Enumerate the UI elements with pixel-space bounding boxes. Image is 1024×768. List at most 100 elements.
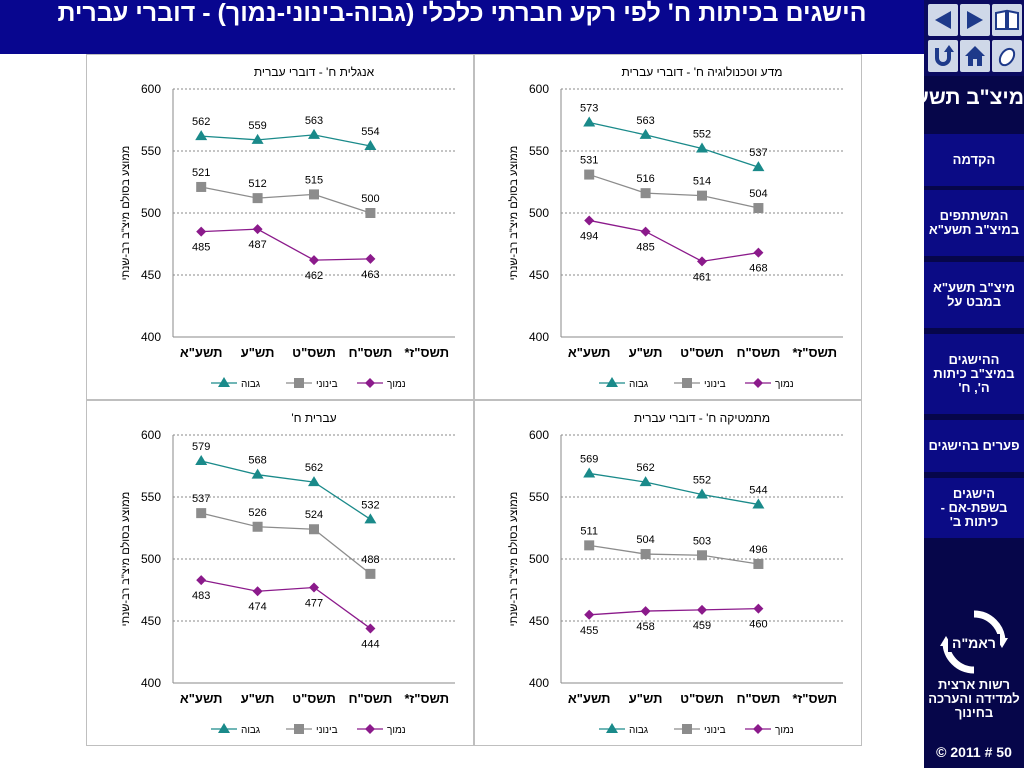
- data-point: [252, 224, 263, 235]
- back-arrow-icon[interactable]: [928, 4, 958, 36]
- legend-marker: [682, 378, 692, 388]
- series-line: [589, 121, 759, 168]
- x-tick-label: תש"ע: [241, 691, 275, 706]
- series-line: [588, 173, 759, 209]
- data-label: 526: [248, 507, 266, 519]
- legend-item: נמוך: [745, 724, 794, 736]
- series-triangle: 537 552 563 573: [580, 102, 768, 172]
- y-tick-label: 450: [141, 268, 161, 282]
- sidebar-item-participants[interactable]: המשתתפים במיצ"ב תשע"א: [924, 190, 1024, 256]
- series-line: [589, 219, 759, 263]
- legend-label: נמוך: [775, 725, 794, 736]
- x-tick-label: תשס"ט: [680, 345, 724, 360]
- legend-marker: [218, 723, 230, 733]
- data-point: [251, 133, 264, 144]
- data-point: [696, 488, 708, 499]
- data-label: 569: [580, 453, 598, 465]
- data-point: [252, 586, 263, 597]
- sidebar-item-intro[interactable]: הקדמה: [924, 134, 1024, 186]
- legend-item: גבוה: [211, 723, 260, 736]
- data-point: [196, 226, 207, 237]
- legend-label: בינוני: [704, 379, 726, 390]
- series-triangle: 532 562 568 579: [192, 441, 380, 524]
- sidebar-item-mother-tongue[interactable]: הישגים בשפת-אם - כיתות ב': [924, 478, 1024, 538]
- data-label: 568: [248, 455, 266, 467]
- data-label: 563: [305, 115, 323, 127]
- x-tick-label: תשס"ח: [348, 345, 392, 360]
- y-tick-label: 400: [529, 676, 549, 690]
- data-label: 559: [248, 120, 266, 132]
- legend-item: בינוני: [286, 378, 338, 390]
- chart-title: מדע וטכנולוגיה ח' - דוברי עברית: [621, 65, 782, 79]
- series-diamond: 468 461 485 494: [580, 215, 768, 283]
- y-tick-label: 400: [141, 330, 161, 344]
- sidebar-item-label: המשתתפים במיצ"ב תשע"א: [928, 208, 1020, 237]
- data-label: 485: [192, 242, 210, 254]
- chart-panel-math: מתמטיקה ח' - דוברי עברית 400 450 500 550 600 מ…: [474, 400, 862, 746]
- book-icon[interactable]: [992, 4, 1022, 36]
- x-tick-label: תשס"ח: [736, 345, 780, 360]
- chart-title: אנגלית ח' - דוברי עברית: [254, 65, 375, 79]
- y-tick-label: 500: [529, 552, 549, 566]
- series-square: 488 524 526 537: [192, 493, 380, 579]
- x-tick-label: תשע"א: [180, 345, 223, 360]
- data-point: [696, 142, 708, 153]
- data-label: 474: [248, 601, 266, 613]
- data-label: 552: [693, 129, 711, 141]
- x-tick-label: תשס"ז*: [405, 345, 450, 360]
- chart-title: מתמטיקה ח' - דוברי עברית: [634, 411, 770, 425]
- sidebar-item-achievements[interactable]: ההישגים במיצ"ב כיתות ה', ח': [924, 334, 1024, 414]
- sidebar-item-label: מיצ"ב תשע"א במבט על: [933, 280, 1015, 309]
- legend-label: בינוני: [704, 725, 726, 736]
- sidebar-item-overview[interactable]: מיצ"ב תשע"א במבט על: [924, 262, 1024, 328]
- data-point: [365, 623, 376, 634]
- legend-marker: [218, 377, 230, 387]
- data-label: 562: [305, 462, 323, 474]
- data-point: [697, 190, 707, 201]
- data-point: [196, 181, 207, 192]
- y-axis-label: ממוצע בסולם מיצ"ב רב-שנתי: [119, 492, 132, 627]
- data-point: [309, 255, 319, 266]
- x-tick-label: תשע"א: [568, 345, 611, 360]
- data-point: [697, 550, 707, 561]
- legend-marker: [753, 378, 763, 388]
- data-label: 494: [580, 230, 598, 242]
- return-icon[interactable]: [928, 40, 958, 72]
- y-tick-label: 500: [141, 206, 161, 220]
- series-square: 496 503 504 511: [580, 525, 768, 569]
- data-point: [364, 513, 377, 524]
- legend-label: נמוך: [387, 379, 406, 390]
- y-tick-label: 450: [529, 614, 549, 628]
- y-tick-label: 600: [141, 428, 161, 442]
- mouse-icon[interactable]: [992, 40, 1022, 72]
- home-icon[interactable]: [960, 40, 990, 72]
- legend-label: גבוה: [629, 379, 648, 390]
- data-point: [752, 498, 765, 509]
- legend-label: בינוני: [316, 379, 338, 390]
- data-point: [583, 467, 596, 478]
- data-point: [753, 558, 764, 569]
- data-point: [308, 476, 320, 487]
- sidebar: מיצ"ב תשע"א הקדמה המשתתפים במיצ"ב תשע"א …: [924, 0, 1024, 768]
- data-label: 544: [749, 484, 767, 496]
- y-tick-label: 450: [529, 268, 549, 282]
- chart-title: עברית ח': [291, 411, 336, 425]
- page-title-text: הישגים בכיתות ח' לפי רקע חברתי כלכלי (גב…: [57, 0, 867, 27]
- forward-arrow-icon[interactable]: [960, 4, 990, 36]
- data-label: 537: [192, 493, 210, 505]
- y-axis-label: ממוצע בסולם מיצ"ב רב-שנתי: [507, 492, 520, 627]
- data-point: [640, 226, 651, 237]
- data-label: 503: [693, 535, 711, 547]
- data-label: 483: [192, 590, 210, 602]
- data-label: 554: [361, 126, 379, 138]
- legend-label: גבוה: [629, 725, 648, 736]
- data-point: [196, 508, 207, 519]
- data-point: [584, 540, 595, 551]
- y-tick-label: 500: [141, 552, 161, 566]
- x-tick-label: תש"ע: [629, 691, 663, 706]
- data-label: 461: [693, 271, 711, 283]
- chart-svg-english: אנגלית ח' - דוברי עברית 400 450 500 550 600 ממ…: [119, 65, 455, 390]
- series-line: [589, 472, 759, 506]
- sidebar-item-gaps[interactable]: פערים בהישגים: [924, 420, 1024, 472]
- legend-marker: [365, 378, 375, 388]
